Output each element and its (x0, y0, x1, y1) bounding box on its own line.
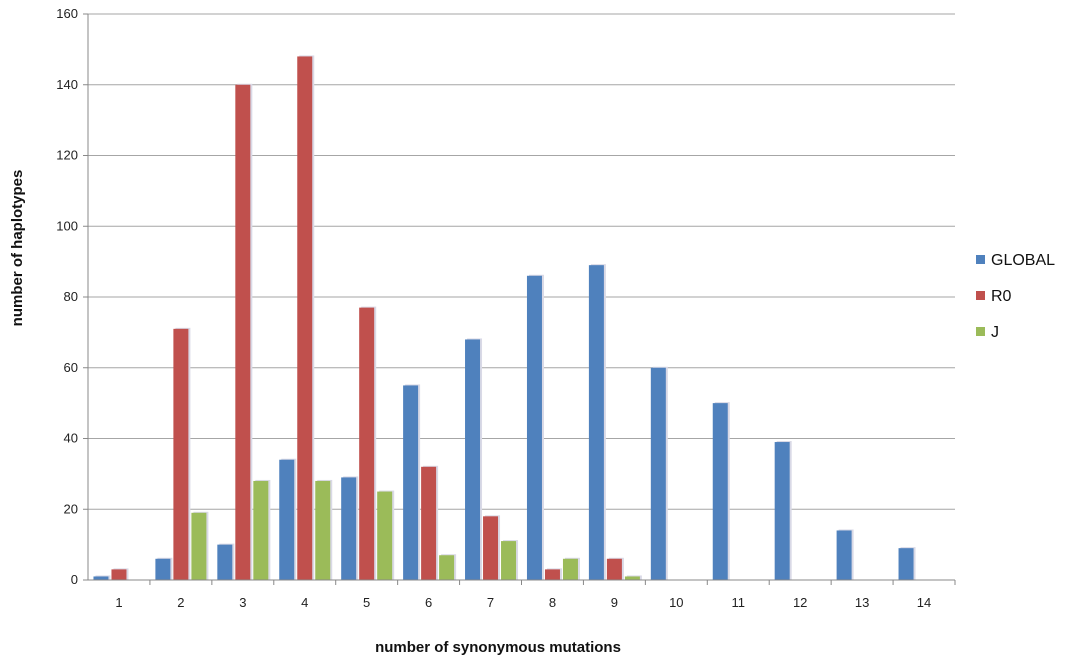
bar-global-10 (650, 367, 666, 580)
x-tick-label: 4 (301, 595, 308, 610)
legend-swatch-global (976, 255, 985, 264)
y-tick-label: 40 (64, 431, 78, 446)
x-tick-label: 9 (611, 595, 618, 610)
legend-label-j: J (991, 324, 999, 341)
bar-global-12 (774, 442, 790, 580)
axes (87, 14, 956, 585)
x-axis-title: number of synonymous mutations (375, 639, 621, 656)
y-tick-label: 60 (64, 360, 78, 375)
legend-label-r0: R0 (991, 288, 1012, 305)
bar-r0-5 (359, 307, 375, 580)
x-tick-label: 6 (425, 595, 432, 610)
y-tick-label: 80 (64, 289, 78, 304)
y-axis-title: number of haplotypes (9, 170, 26, 327)
bar-j-8 (562, 558, 578, 580)
legend-swatch-j (976, 327, 985, 336)
gridlines (83, 13, 955, 581)
bar-global-3 (217, 544, 233, 580)
x-tick-label: 13 (855, 595, 869, 610)
y-tick-label: 120 (56, 148, 78, 163)
y-tick-label: 160 (56, 6, 78, 21)
bar-r0-8 (544, 569, 560, 580)
bar-j-6 (439, 555, 455, 580)
bar-global-4 (279, 459, 295, 580)
y-tick-label: 0 (71, 572, 78, 587)
bar-global-1 (93, 576, 109, 580)
x-tick-label: 7 (487, 595, 494, 610)
legend-swatch-r0 (976, 291, 985, 300)
bar-r0-9 (606, 558, 622, 580)
x-tick-label: 14 (917, 595, 931, 610)
bar-global-14 (898, 548, 914, 580)
bar-r0-7 (483, 516, 499, 580)
bar-global-7 (465, 339, 481, 580)
bar-r0-1 (111, 569, 127, 580)
bar-global-9 (588, 265, 604, 580)
x-tick-label: 5 (363, 595, 370, 610)
bar-global-13 (836, 530, 852, 580)
y-tick-label: 100 (56, 218, 78, 233)
bar-j-4 (315, 480, 331, 580)
bar-j-3 (253, 480, 269, 580)
bar-global-11 (712, 403, 728, 580)
y-tick-labels: 0 20 40 60 80 100 120 140 160 (56, 6, 78, 587)
x-tick-label: 2 (177, 595, 184, 610)
bar-global-2 (155, 558, 171, 580)
legend: GLOBAL R0 J (976, 252, 1055, 341)
bar-r0-6 (421, 466, 437, 580)
x-tick-label: 11 (732, 595, 746, 610)
y-tick-label: 140 (56, 77, 78, 92)
x-tick-labels: 1 2 3 4 5 6 7 8 9 10 11 12 13 14 (115, 595, 931, 610)
bar-r0-3 (235, 84, 251, 580)
bar-global-5 (341, 477, 357, 580)
bar-r0-4 (297, 56, 313, 580)
bar-j-2 (191, 512, 207, 580)
bars (93, 55, 916, 580)
x-tick-label: 1 (115, 595, 122, 610)
legend-label-global: GLOBAL (991, 252, 1055, 269)
bar-r0-2 (173, 328, 189, 580)
x-tick-label: 3 (239, 595, 246, 610)
x-tick-label: 8 (549, 595, 556, 610)
y-tick-label: 20 (64, 501, 78, 516)
x-tick-label: 12 (793, 595, 807, 610)
x-tick-label: 10 (669, 595, 683, 610)
bar-j-7 (501, 541, 517, 580)
bar-j-5 (377, 491, 393, 580)
bar-global-8 (526, 275, 542, 580)
bar-j-9 (624, 576, 640, 580)
bar-global-6 (403, 385, 419, 580)
